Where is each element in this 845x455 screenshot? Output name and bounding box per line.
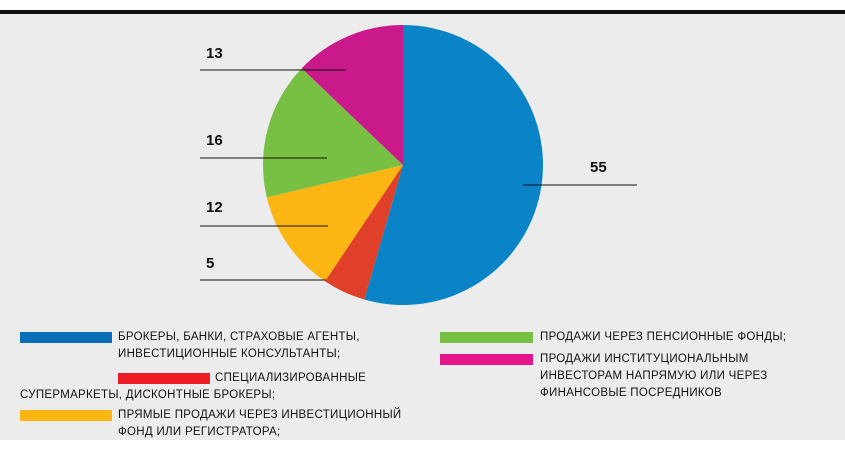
legend-label: СПЕЦИАЛИЗИРОВАННЫЕ СУПЕРМАРКЕТЫ, ДИСКОНТ…: [20, 372, 367, 401]
legend-swatch: [20, 332, 112, 343]
legend-label: ПРОДАЖИ ИНСТИТУЦИОНАЛЬНЫМ ИНВЕСТОРАМ НАП…: [540, 353, 768, 399]
data-label: 12: [206, 199, 223, 216]
legend-swatch: [440, 354, 533, 365]
legend-label: ПРЯМЫЕ ПРОДАЖИ ЧЕРЕЗ ИНВЕСТИЦИОННЫЙ ФОНД…: [118, 409, 402, 438]
legend-label: ПРОДАЖИ ЧЕРЕЗ ПЕНСИОННЫЕ ФОНДЫ;: [540, 331, 787, 343]
legend-swatch: [440, 332, 533, 343]
data-label: 16: [206, 132, 223, 149]
pie-slice: [364, 25, 544, 305]
pie-slice: [301, 25, 403, 165]
legend-swatch: [20, 410, 112, 421]
pie-slice: [263, 68, 403, 198]
pie-slice: [324, 165, 403, 300]
data-label: 5: [206, 255, 214, 272]
data-label: 13: [206, 45, 223, 62]
data-label: 55: [590, 159, 607, 176]
legend-label: БРОКЕРЫ, БАНКИ, СТРАХОВЫЕ АГЕНТЫ, ИНВЕСТ…: [118, 331, 360, 360]
pie-slice: [266, 165, 403, 282]
legend-swatch: [118, 373, 210, 384]
top-rule: [0, 10, 845, 14]
